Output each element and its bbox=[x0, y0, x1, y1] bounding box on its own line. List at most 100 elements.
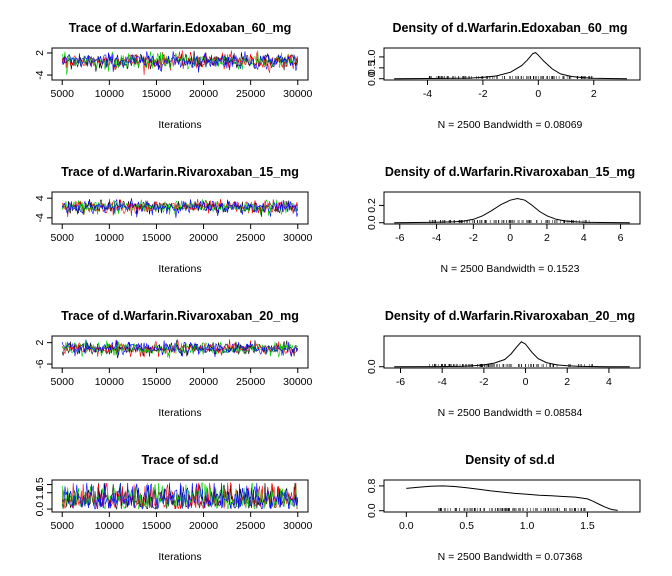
x-tick-label: 15000 bbox=[142, 232, 171, 244]
x-tick-label: -6 bbox=[396, 376, 405, 388]
y-tick-label: 0.2 bbox=[366, 198, 378, 213]
y-tick-label: 1.5 bbox=[34, 477, 46, 492]
x-tick-label: 1.5 bbox=[580, 520, 595, 532]
y-tick-label: 2 bbox=[34, 50, 46, 56]
trace-panel-edoxaban: Trace of d.Warfarin.Edoxaban_60_mg Itera… bbox=[69, 21, 292, 131]
x-tick-label: 2 bbox=[544, 232, 550, 244]
y-tick-label: 1.0 bbox=[34, 485, 46, 500]
plot-1: -4 -2 0 2 0.00.51.0 bbox=[366, 47, 641, 100]
density-xlabel-rivaroxaban-15: N = 2500 Bandwidth = 0.1523 bbox=[441, 263, 580, 275]
y-tick-label: 0.0 bbox=[366, 215, 378, 230]
plot-frame bbox=[51, 191, 309, 225]
x-tick-label: 5000 bbox=[51, 88, 75, 100]
x-tick-label: 2 bbox=[591, 88, 597, 100]
plot-area-group: 5000 10000 15000 20000 25000 30000-42-4 -2 0 20.… bbox=[34, 47, 641, 532]
x-tick-label: 5000 bbox=[51, 520, 75, 532]
y-tick-label: 4 bbox=[34, 195, 46, 201]
x-tick-label: 5000 bbox=[51, 376, 75, 388]
x-tick-label: 20000 bbox=[189, 376, 218, 388]
y-tick-label: 0.0 bbox=[34, 502, 46, 517]
plot-7: 0.0 0.5 1.0 1.5 0.0 0.8 bbox=[366, 478, 641, 532]
y-tick-label: -4 bbox=[34, 213, 46, 222]
density-panel-rivaroxaban-15: Density of d.Warfarin.Rivaroxaban_15_mg … bbox=[385, 165, 635, 275]
density-panel-edoxaban: Density of d.Warfarin.Edoxaban_60_mg N =… bbox=[392, 21, 627, 131]
x-tick-label: -2 bbox=[479, 376, 488, 388]
plot-frame bbox=[383, 191, 641, 225]
plot-frame bbox=[51, 47, 309, 81]
x-tick-label: 5000 bbox=[51, 232, 75, 244]
density-title-sd: Density of sd.d bbox=[465, 453, 555, 467]
x-tick-label: 25000 bbox=[236, 520, 265, 532]
density-title-rivaroxaban-20: Density of d.Warfarin.Rivaroxaban_20_mg bbox=[385, 309, 635, 323]
y-tick-label: -6 bbox=[34, 359, 46, 368]
density-title-edoxaban: Density of d.Warfarin.Edoxaban_60_mg bbox=[392, 21, 627, 35]
plot-4: 5000 10000 15000 20000 25000 30000 -6 2 bbox=[34, 335, 313, 388]
x-tick-label: 4 bbox=[606, 376, 612, 388]
x-tick-label: 0 bbox=[535, 88, 541, 100]
density-panel-rivaroxaban-20: Density of d.Warfarin.Rivaroxaban_20_mg … bbox=[385, 309, 635, 419]
x-tick-label: 25000 bbox=[236, 88, 265, 100]
plot-2: 5000 10000 15000 20000 25000 30000 -4 4 bbox=[34, 191, 313, 244]
x-tick-label: 10000 bbox=[95, 376, 124, 388]
x-tick-label: 4 bbox=[581, 232, 587, 244]
trace-chain-2 bbox=[61, 340, 299, 359]
trace-chain-3 bbox=[61, 197, 299, 218]
x-tick-label: 2 bbox=[564, 376, 570, 388]
x-tick-label: 30000 bbox=[283, 376, 312, 388]
x-tick-label: 0.5 bbox=[459, 520, 474, 532]
x-tick-label: -2 bbox=[478, 88, 487, 100]
density-title-rivaroxaban-15: Density of d.Warfarin.Rivaroxaban_15_mg bbox=[385, 165, 635, 179]
y-tick-label: 0.5 bbox=[366, 60, 378, 75]
x-tick-label: 20000 bbox=[189, 232, 218, 244]
plot-5: -6 -4 -2 0 2 4 0.0 bbox=[366, 335, 641, 388]
density-curve bbox=[394, 341, 630, 368]
x-tick-label: 15000 bbox=[142, 520, 171, 532]
plot-frame bbox=[383, 47, 641, 81]
x-tick-label: 15000 bbox=[142, 376, 171, 388]
x-tick-label: 15000 bbox=[142, 88, 171, 100]
x-tick-label: 20000 bbox=[189, 88, 218, 100]
x-tick-label: -4 bbox=[423, 88, 432, 100]
plot-frame bbox=[51, 335, 309, 369]
trace-chain-2 bbox=[61, 199, 299, 217]
trace-panel-rivaroxaban-20: Trace of d.Warfarin.Rivaroxaban_20_mg It… bbox=[61, 309, 299, 419]
x-tick-label: 0.0 bbox=[399, 520, 414, 532]
y-tick-label: 0.0 bbox=[366, 503, 378, 518]
trace-panel-rivaroxaban-15: Trace of d.Warfarin.Rivaroxaban_15_mg It… bbox=[61, 165, 299, 275]
y-tick-label: 0.0 bbox=[366, 359, 378, 374]
trace-title-rivaroxaban-15: Trace of d.Warfarin.Rivaroxaban_15_mg bbox=[61, 165, 299, 179]
trace-title-rivaroxaban-20: Trace of d.Warfarin.Rivaroxaban_20_mg bbox=[61, 309, 299, 323]
y-tick-label: 2 bbox=[34, 340, 46, 346]
trace-xlabel-edoxaban: Iterations bbox=[158, 119, 201, 131]
plot-frame bbox=[383, 479, 641, 513]
plot-3: -6 -4 -2 0 2 4 6 0.0 0.2 bbox=[366, 191, 641, 244]
density-xlabel-edoxaban: N = 2500 Bandwidth = 0.08069 bbox=[438, 119, 583, 131]
x-tick-label: 30000 bbox=[283, 88, 312, 100]
trace-chain-3 bbox=[61, 51, 299, 73]
y-tick-label: 0.0 bbox=[366, 71, 378, 86]
y-tick-label: 1.0 bbox=[366, 49, 378, 64]
trace-chain-1 bbox=[61, 481, 299, 510]
trace-chain-3 bbox=[61, 339, 299, 358]
x-tick-label: 0 bbox=[523, 376, 529, 388]
trace-xlabel-rivaroxaban-20: Iterations bbox=[158, 407, 201, 419]
trace-title-sd: Trace of sd.d bbox=[141, 453, 218, 467]
trace-chain-3 bbox=[61, 482, 299, 510]
trace-xlabel-rivaroxaban-15: Iterations bbox=[158, 263, 201, 275]
density-panel-sd: Density of sd.d N = 2500 Bandwidth = 0.0… bbox=[438, 453, 583, 563]
density-curve bbox=[406, 485, 618, 511]
x-tick-label: -4 bbox=[432, 232, 441, 244]
plot-frame bbox=[51, 479, 309, 513]
x-tick-label: -6 bbox=[395, 232, 404, 244]
x-tick-label: 30000 bbox=[283, 232, 312, 244]
plot-0: 5000 10000 15000 20000 25000 30000 -4 2 bbox=[34, 47, 313, 100]
y-tick-label: -4 bbox=[34, 70, 46, 79]
trace-panel-sd: Trace of sd.d Iterations bbox=[141, 453, 218, 563]
y-tick-label: 0.8 bbox=[366, 478, 378, 493]
x-tick-label: 10000 bbox=[95, 520, 124, 532]
trace-xlabel-sd: Iterations bbox=[158, 551, 201, 563]
x-tick-label: 10000 bbox=[95, 88, 124, 100]
plot-6: 5000 10000 15000 20000 25000 30000 0.0 1.01.5 bbox=[34, 477, 313, 532]
